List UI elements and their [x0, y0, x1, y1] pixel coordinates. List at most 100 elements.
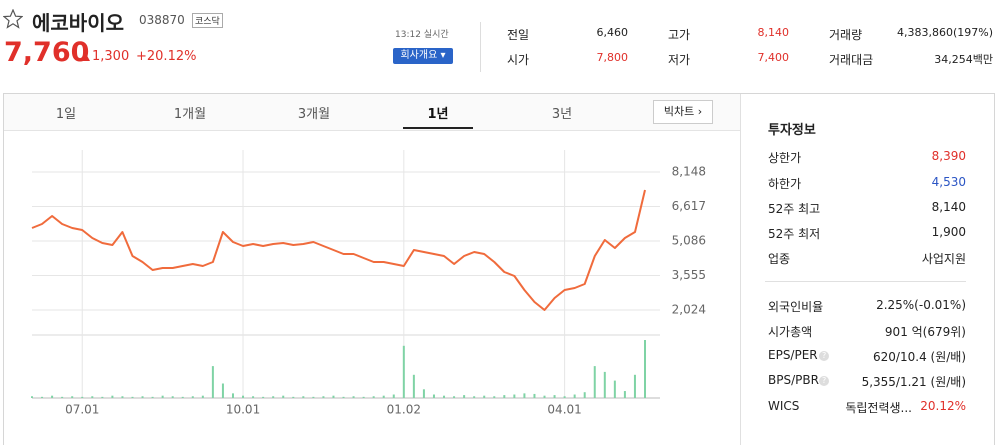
quote-value: 34,254백만 — [934, 53, 993, 66]
volume-bar — [362, 396, 365, 398]
volume-bar — [322, 396, 325, 398]
stock-name: 에코바이오 — [32, 11, 124, 35]
volume-bar — [412, 374, 415, 398]
y-tick-label: 5,086 — [672, 233, 706, 247]
quote-label: 전일 — [507, 28, 530, 42]
volume-bar — [382, 395, 385, 398]
volume-bar — [644, 340, 646, 398]
volume-bar — [593, 366, 596, 398]
quote-label: 거래대금 — [829, 53, 874, 67]
volume-bar — [503, 395, 506, 398]
volume-bar — [493, 396, 496, 398]
tab[interactable]: 1일 — [55, 107, 77, 122]
volume-bar — [372, 396, 375, 398]
volume-bar — [171, 396, 174, 398]
big-chart-label: 빅차트 — [663, 105, 695, 118]
volume-bar — [443, 395, 446, 398]
x-tick-label: 01.02 — [387, 403, 421, 417]
volume-bar — [151, 396, 154, 398]
info-value: 1,900 — [931, 225, 966, 239]
volume-bar — [292, 396, 295, 398]
info-label: 외국인비율 — [768, 300, 824, 314]
volume-bar — [553, 395, 556, 398]
info-label: 52주 최저 — [768, 227, 821, 241]
info-label: BPS/PBR — [768, 373, 819, 387]
volume-bar — [262, 396, 265, 398]
favorite-star[interactable] — [3, 9, 23, 29]
info-label: 업종 — [768, 252, 791, 266]
y-tick-label: 8,148 — [672, 164, 706, 178]
volume-bar — [282, 395, 285, 398]
volume-bar — [191, 396, 194, 398]
panel-frame — [3, 93, 995, 445]
x-tick-label: 04.01 — [547, 403, 581, 417]
help-icon[interactable]: ? — [819, 351, 830, 361]
volume-bar — [583, 392, 586, 398]
volume-bar — [91, 396, 94, 398]
volume-bar — [543, 395, 546, 398]
volume-bar — [352, 396, 355, 398]
help-icon[interactable]: ? — [819, 376, 830, 386]
info-value: 620/10.4 (원/배) — [873, 350, 966, 364]
info-value: 5,355/1.21 (원/배) — [861, 375, 966, 389]
big-chart-button[interactable]: 빅차트 › — [653, 100, 713, 124]
volume-bar — [513, 394, 516, 398]
tab[interactable]: 1년 — [427, 107, 449, 122]
market-badge: 코스닥 — [192, 13, 223, 28]
tab[interactable]: 3년 — [551, 107, 573, 122]
info-title: 투자정보 — [768, 123, 816, 138]
volume-bar — [121, 396, 124, 398]
volume-bar — [422, 389, 425, 398]
info-value: 2.25%(-0.01%) — [876, 298, 966, 312]
quote-label: 시가 — [507, 53, 530, 67]
volume-bar — [81, 396, 84, 398]
info-value: 8,390 — [931, 149, 966, 163]
volume-bar — [242, 395, 245, 398]
quote-label: 거래량 — [829, 28, 863, 42]
tab[interactable]: 1개월 — [173, 107, 207, 122]
volume-bar — [312, 396, 315, 398]
divider — [765, 281, 966, 282]
volume-bar — [181, 396, 184, 398]
y-tick-label: 6,617 — [672, 199, 706, 213]
price: 7,760 — [4, 37, 90, 68]
volume-bar — [453, 396, 456, 398]
volume-bar — [252, 396, 255, 398]
volume-bar — [201, 395, 204, 398]
info-label: 하한가 — [768, 177, 802, 191]
volume-bar — [111, 395, 114, 398]
quote-label: 고가 — [668, 28, 691, 42]
info-label: WICS — [768, 399, 800, 413]
volume-bar — [392, 394, 395, 398]
volume-bar — [221, 383, 224, 398]
volume-bar — [31, 396, 33, 398]
quote-value: 4,383,860(197%) — [896, 26, 993, 39]
volume-bar — [613, 380, 616, 398]
update-time: 13:12 실시간 — [395, 30, 449, 40]
tab[interactable]: 3개월 — [297, 107, 331, 122]
divider — [480, 22, 481, 72]
quote-value: 8,140 — [757, 26, 790, 39]
volume-bar — [633, 374, 636, 398]
volume-bar — [603, 371, 606, 398]
up-arrow — [80, 52, 90, 61]
quote-value: 7,800 — [596, 51, 629, 64]
info-label: 52주 최고 — [768, 202, 821, 216]
volume-bar — [131, 396, 134, 398]
info-value: 독립전력생... — [845, 401, 912, 415]
volume-bar — [432, 394, 435, 398]
volume-bar — [71, 396, 74, 398]
quote-value: 6,460 — [596, 26, 629, 39]
company-button-label: 회사개요 — [400, 50, 438, 61]
volume-bar — [533, 393, 536, 398]
volume-bar — [272, 396, 275, 398]
price-change: 1,300 — [92, 49, 130, 64]
chart: 2,024 3,555 5,086 6,617 8,148 07.01 10.01 01.02… — [31, 150, 706, 417]
info-label: 시가총액 — [768, 325, 813, 339]
company-button[interactable]: 회사개요 ▾ — [393, 48, 453, 64]
x-tick-label: 10.01 — [226, 403, 260, 417]
info-extra: 20.12% — [920, 399, 966, 413]
volume-bar — [161, 395, 164, 398]
volume-bar — [523, 393, 526, 398]
